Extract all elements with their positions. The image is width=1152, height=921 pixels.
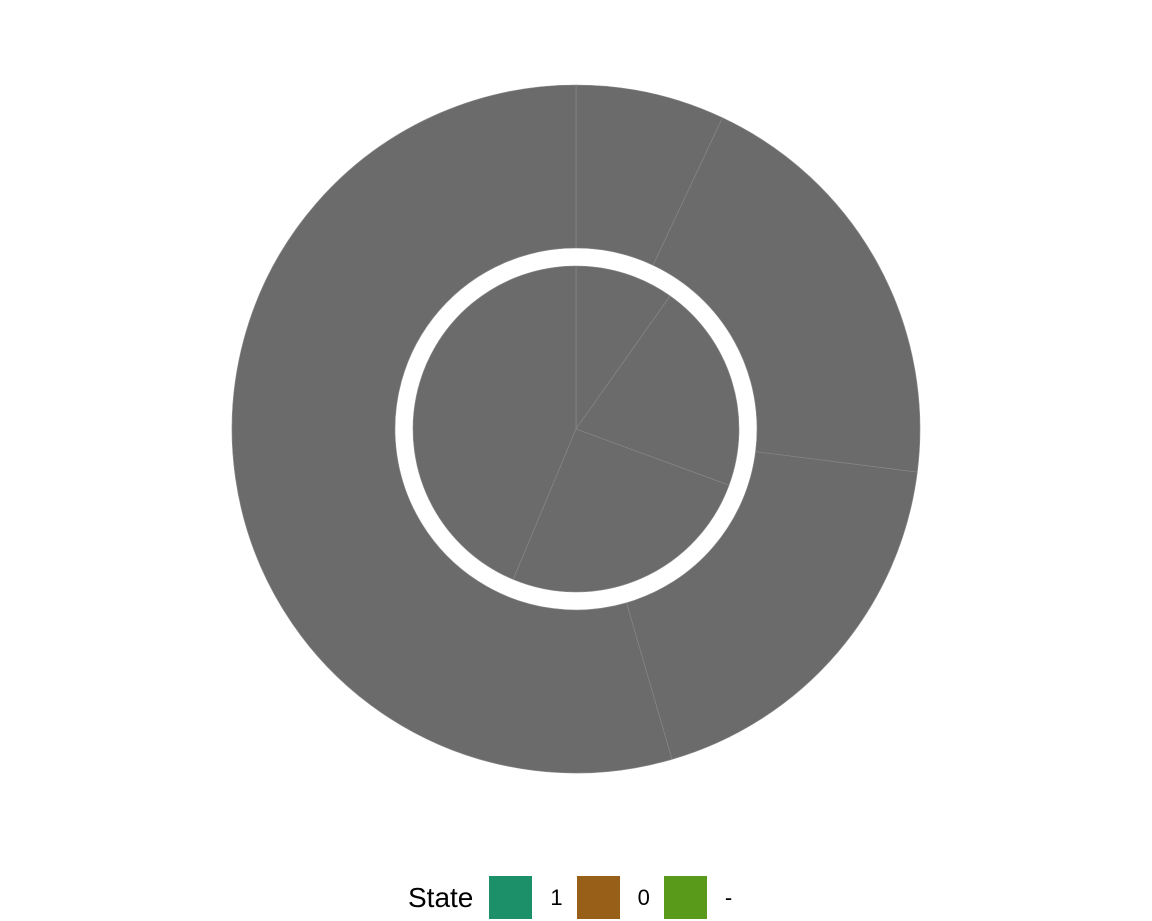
inner-ring-slice [512, 428, 730, 593]
outer-ring-slice [652, 117, 921, 473]
outer-ring-slice [231, 84, 673, 774]
legend-swatch [489, 876, 533, 919]
legend-item: 1 [489, 876, 563, 919]
donut-chart [231, 84, 921, 774]
inner-ring-slice [575, 295, 740, 486]
outer-ring-slice [626, 451, 918, 760]
legend-label: 1 [550, 884, 563, 910]
legend: State 1 0 - [408, 876, 751, 919]
legend-label: 0 [637, 884, 650, 910]
inner-ring-slice [575, 265, 671, 430]
legend-swatch [663, 876, 707, 919]
legend-label: - [724, 884, 733, 910]
inner-ring-slice [412, 265, 577, 580]
legend-title: State [408, 882, 474, 913]
legend-item: 0 [576, 876, 650, 919]
legend-swatch [576, 876, 620, 919]
legend-item: - [663, 876, 737, 919]
